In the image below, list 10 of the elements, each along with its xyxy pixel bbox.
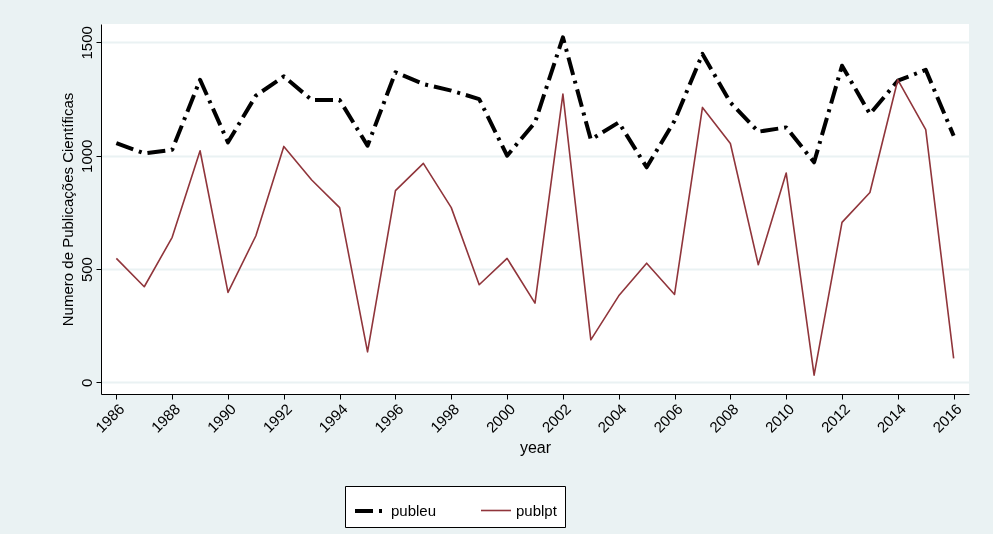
y-axis-title: Numero de Publicações Científicas <box>58 92 76 327</box>
y-tick-label: 500 <box>77 257 95 283</box>
legend-label: publeu <box>391 502 437 519</box>
line-series <box>114 35 956 170</box>
x-axis-title: year <box>519 438 552 456</box>
line-series <box>115 78 955 376</box>
y-tick-label: 0 <box>77 378 95 388</box>
y-tick-label: 1000 <box>77 139 95 173</box>
y-tick-label: 1500 <box>77 26 95 60</box>
legend-label: publpt <box>516 501 558 519</box>
